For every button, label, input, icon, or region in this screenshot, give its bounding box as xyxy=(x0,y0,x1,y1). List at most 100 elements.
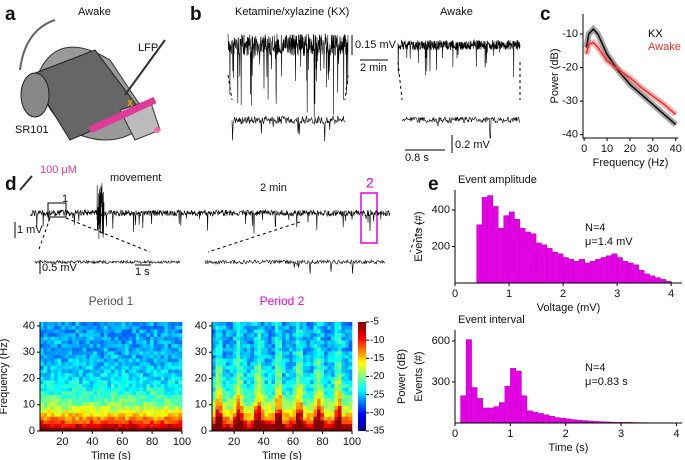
spectrogram-cell xyxy=(139,329,144,334)
spectrogram-cell xyxy=(150,376,154,381)
spectrogram-cell xyxy=(146,427,151,432)
spectrogram-cell xyxy=(153,340,158,345)
spectrogram-cell xyxy=(292,322,297,326)
spectrogram-cell xyxy=(320,329,325,334)
spectrogram-cell xyxy=(334,376,339,381)
spectrogram-cell xyxy=(114,423,119,428)
spectrogram-cell xyxy=(89,412,94,417)
spectrogram-cell xyxy=(79,340,83,345)
spectrogram-cell xyxy=(240,361,244,366)
spectrogram-cell xyxy=(317,412,321,417)
spectrogram-cell xyxy=(317,423,321,428)
spectrogram-cell xyxy=(150,423,154,428)
bar xyxy=(627,262,634,284)
spectrogram-cell xyxy=(139,427,144,432)
spectrogram-cell xyxy=(93,416,98,421)
spectrogram-cell xyxy=(142,354,147,359)
spectrogram-cell xyxy=(164,420,169,425)
label: 2 xyxy=(366,175,374,191)
spectrogram-cell xyxy=(89,380,94,385)
spectrogram-cell xyxy=(93,365,98,370)
spectrogram-cell xyxy=(341,354,346,359)
spectrogram-cell xyxy=(275,347,279,352)
spectrogram-cell xyxy=(233,416,237,421)
spectrogram-cell xyxy=(243,369,248,374)
spectrogram-cell xyxy=(310,369,314,374)
spectrogram-cell xyxy=(264,409,269,414)
spectrogram-cell xyxy=(338,369,342,374)
spectrogram-cell xyxy=(233,322,237,326)
spectrogram-cell xyxy=(306,325,311,330)
spectrogram-cell xyxy=(54,369,59,374)
spectrogram-cell xyxy=(43,398,48,403)
spectrogram-cell xyxy=(296,365,300,370)
spectrogram-cell xyxy=(271,394,276,399)
spectrogram-cell xyxy=(226,401,230,406)
spectrogram-cell xyxy=(157,354,161,359)
spectrogram-cell xyxy=(233,329,237,334)
spectrogram-cell xyxy=(178,351,183,355)
spectrogram-cell xyxy=(310,336,314,341)
spectrogram-cell xyxy=(103,427,108,432)
spectrogram-cell xyxy=(285,361,290,366)
spectrogram-cell xyxy=(146,343,151,348)
spectrogram-cell xyxy=(306,358,311,363)
spectrogram-cell xyxy=(82,423,87,428)
spectrogram-cell xyxy=(157,416,161,421)
spectrogram-cell xyxy=(306,365,311,370)
spectrogram-cell xyxy=(171,380,176,385)
spectrogram-cell xyxy=(229,423,234,428)
panel-label: c xyxy=(540,4,551,25)
spectrogram-cell xyxy=(257,351,262,355)
spectrogram-cell xyxy=(167,376,172,381)
x-tick-label: 20 xyxy=(228,436,240,448)
spectrogram-cell xyxy=(142,322,147,326)
spectrogram-cell xyxy=(146,401,151,406)
spectrogram-cell xyxy=(254,347,258,352)
spectrogram-cell xyxy=(71,361,76,366)
spectrogram-cell xyxy=(212,383,216,388)
spectrogram-cell xyxy=(324,380,328,385)
spectrogram-cell xyxy=(68,387,73,392)
spectrogram-cell xyxy=(282,405,286,410)
spectrogram-cell xyxy=(226,387,230,392)
spectrogram-cell xyxy=(310,409,314,414)
spectrogram-cell xyxy=(107,354,112,359)
spectrogram-cell xyxy=(121,336,126,341)
spectrogram-cell xyxy=(285,347,290,352)
spectrogram-cell xyxy=(157,351,161,355)
spectrogram-cell xyxy=(247,354,251,359)
x-tick-label: 80 xyxy=(146,436,158,448)
spectrogram-cell xyxy=(348,365,353,370)
spectrogram-cell xyxy=(296,347,300,352)
spectrogram-cell xyxy=(257,376,262,381)
spectrogram-cell xyxy=(171,358,176,363)
spectrogram-cell xyxy=(54,351,59,355)
spectrogram-cell xyxy=(157,383,161,388)
spectrogram-cell xyxy=(68,343,73,348)
spectrogram-cell xyxy=(89,409,94,414)
spectrogram-cell xyxy=(215,394,220,399)
spectrogram-cell xyxy=(219,380,223,385)
spectrogram-cell xyxy=(171,336,176,341)
spectrogram-cell xyxy=(236,412,241,417)
spectrogram-cell xyxy=(324,325,328,330)
spectrogram-cell xyxy=(310,394,314,399)
spectrogram-cell xyxy=(132,365,137,370)
spectrogram-cell xyxy=(299,416,304,421)
spectrogram-cell xyxy=(341,336,346,341)
x-tick-label: 0 xyxy=(581,143,587,155)
spectrogram-cell xyxy=(43,420,48,425)
spectrogram-cell xyxy=(118,423,122,428)
spectrogram-cell xyxy=(178,365,183,370)
spectrogram-cell xyxy=(254,322,258,326)
spectrogram-cell xyxy=(171,340,176,345)
spectrogram-cell xyxy=(292,332,297,337)
spectrogram-cell xyxy=(306,391,311,395)
spectrogram-cell xyxy=(219,332,223,337)
spectrogram-cell xyxy=(61,409,66,414)
spectrogram-cell xyxy=(247,336,251,341)
spectrogram-cell xyxy=(79,427,83,432)
spectrogram-cell xyxy=(219,394,223,399)
spectrogram-cell xyxy=(121,322,126,326)
